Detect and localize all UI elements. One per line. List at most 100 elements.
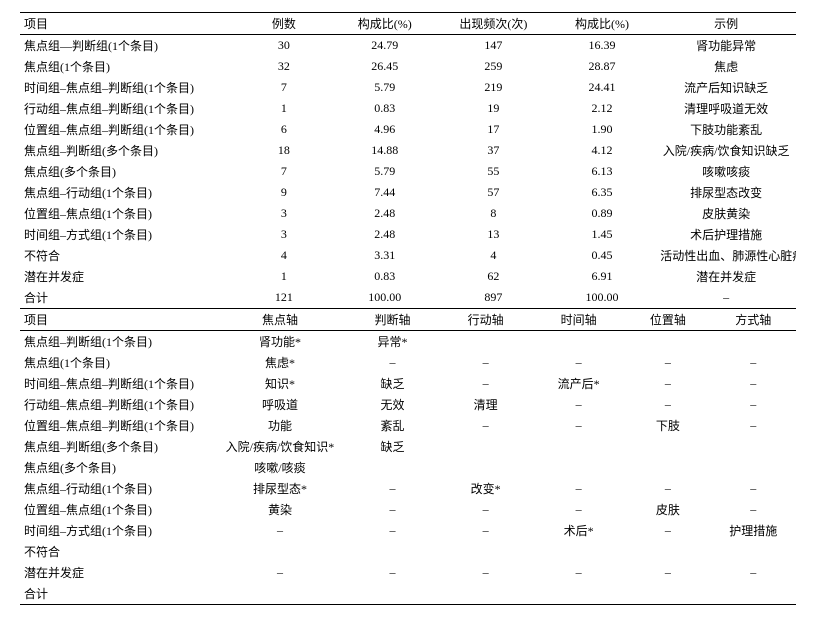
table-2-cell: 焦点组–行动组(1个条目) — [20, 478, 214, 499]
table-2-cell — [439, 457, 532, 478]
table-2-cell — [532, 331, 625, 353]
table-1-cell: 清理呼吸道无效 — [656, 98, 796, 119]
table-1-cell: 897 — [439, 287, 548, 309]
table-2-cell — [711, 331, 796, 353]
table-2-cell: – — [439, 520, 532, 541]
table-1-row: 焦点组—判断组(1个条目)3024.7914716.39肾功能异常 — [20, 35, 796, 57]
table-2-cell: – — [711, 394, 796, 415]
table-2-cell: 位置组–焦点组(1个条目) — [20, 499, 214, 520]
table-2-cell: 下肢 — [625, 415, 710, 436]
table-2-cell: 潜在并发症 — [20, 562, 214, 583]
table-2-cell: – — [439, 562, 532, 583]
table-1-cell: 1.90 — [548, 119, 657, 140]
table-2-cell: 清理 — [439, 394, 532, 415]
table-1-cell: 焦点组—判断组(1个条目) — [20, 35, 237, 57]
table-2-cell: – — [346, 352, 439, 373]
table-2-cell: 入院/疾病/饮食知识* — [214, 436, 346, 457]
table-2-row: 合计 — [20, 583, 796, 605]
table-1-cell: 时间组–焦点组–判断组(1个条目) — [20, 77, 237, 98]
t1-h2: 构成比(%) — [330, 13, 439, 35]
table-2-row: 位置组–焦点组(1个条目)黄染–––皮肤– — [20, 499, 796, 520]
table-1-cell: 焦点组(多个条目) — [20, 161, 237, 182]
table-2-cell: 合计 — [20, 583, 214, 605]
table-2-cell: – — [625, 478, 710, 499]
table-2-cell: – — [532, 394, 625, 415]
table-2-cell: 改变* — [439, 478, 532, 499]
table-1-cell: 下肢功能紊乱 — [656, 119, 796, 140]
table-2-cell: 行动组–焦点组–判断组(1个条目) — [20, 394, 214, 415]
table-1-row: 不符合43.3140.45活动性出血、肺源性心脏病 — [20, 245, 796, 266]
table-2-cell: – — [439, 415, 532, 436]
table-2-cell — [214, 541, 346, 562]
table-2-cell: – — [532, 415, 625, 436]
table-2: 项目 焦点轴 判断轴 行动轴 时间轴 位置轴 方式轴 焦点组–判断组(1个条目)… — [20, 309, 796, 605]
table-1-cell: 3 — [237, 224, 330, 245]
table-1: 项目 例数 构成比(%) 出现频次(次) 构成比(%) 示例 焦点组—判断组(1… — [20, 12, 796, 309]
table-2-cell — [625, 457, 710, 478]
table-2-cell: 时间组–方式组(1个条目) — [20, 520, 214, 541]
table-1-cell: 位置组–焦点组(1个条目) — [20, 203, 237, 224]
t1-h3: 出现频次(次) — [439, 13, 548, 35]
table-1-cell: 1.45 — [548, 224, 657, 245]
table-2-cell: 焦点组(1个条目) — [20, 352, 214, 373]
table-1-row: 潜在并发症10.83626.91潜在并发症 — [20, 266, 796, 287]
table-1-cell: 32 — [237, 56, 330, 77]
table-1-cell: 7 — [237, 161, 330, 182]
table-1-cell: 潜在并发症 — [20, 266, 237, 287]
table-2-cell: 焦点组–判断组(1个条目) — [20, 331, 214, 353]
table-2-row: 位置组–焦点组–判断组(1个条目)功能紊乱––下肢– — [20, 415, 796, 436]
table-1-cell: 28.87 — [548, 56, 657, 77]
table-2-cell: 紊乱 — [346, 415, 439, 436]
table-2-cell: 呼吸道 — [214, 394, 346, 415]
table-2-cell — [532, 541, 625, 562]
table-2-cell: 咳嗽/咳痰 — [214, 457, 346, 478]
table-1-cell: 9 — [237, 182, 330, 203]
table-2-cell: – — [346, 499, 439, 520]
table-2-cell: 时间组–焦点组–判断组(1个条目) — [20, 373, 214, 394]
table-1-cell: 62 — [439, 266, 548, 287]
t1-h1: 例数 — [237, 13, 330, 35]
table-1-cell: 37 — [439, 140, 548, 161]
table-2-cell — [711, 457, 796, 478]
table-1-cell: 2.48 — [330, 224, 439, 245]
table-2-cell — [532, 457, 625, 478]
table-1-row: 焦点组(1个条目)3226.4525928.87焦虑 — [20, 56, 796, 77]
table-2-cell — [439, 331, 532, 353]
table-1-cell: 时间组–方式组(1个条目) — [20, 224, 237, 245]
table-2-cell: 缺乏 — [346, 373, 439, 394]
table-2-cell — [711, 583, 796, 605]
t2-h3: 行动轴 — [439, 309, 532, 331]
table-2-cell: 皮肤 — [625, 499, 710, 520]
table-2-cell: – — [625, 373, 710, 394]
table-1-cell: 0.45 — [548, 245, 657, 266]
table-1-cell: 潜在并发症 — [656, 266, 796, 287]
t2-h5: 位置轴 — [625, 309, 710, 331]
table-2-cell — [625, 541, 710, 562]
table-2-cell — [711, 541, 796, 562]
table-1-cell: 焦点组–判断组(多个条目) — [20, 140, 237, 161]
table-2-cell: – — [711, 499, 796, 520]
table-2-cell — [439, 436, 532, 457]
table-2-cell — [346, 583, 439, 605]
table-1-cell: 皮肤黄染 — [656, 203, 796, 224]
table-1-cell: 入院/疾病/饮食知识缺乏 — [656, 140, 796, 161]
table-2-cell: – — [532, 478, 625, 499]
table-2-cell: 肾功能* — [214, 331, 346, 353]
table-1-cell: 1 — [237, 98, 330, 119]
table-2-cell — [439, 541, 532, 562]
table-1-cell: 14.88 — [330, 140, 439, 161]
table-2-cell: 术后* — [532, 520, 625, 541]
table-2-cell: – — [214, 562, 346, 583]
table-1-cell: 24.79 — [330, 35, 439, 57]
table-2-cell: – — [625, 520, 710, 541]
table-1-cell: 24.41 — [548, 77, 657, 98]
table-2-cell: 焦点组–判断组(多个条目) — [20, 436, 214, 457]
table-2-cell — [625, 583, 710, 605]
table-2-cell — [214, 583, 346, 605]
table-1-cell: 5.79 — [330, 161, 439, 182]
table-1-cell: 咳嗽咳痰 — [656, 161, 796, 182]
table-1-row: 位置组–焦点组–判断组(1个条目)64.96171.90下肢功能紊乱 — [20, 119, 796, 140]
table-1-cell: 0.89 — [548, 203, 657, 224]
table-1-cell: 2.48 — [330, 203, 439, 224]
table-2-cell: 焦虑* — [214, 352, 346, 373]
